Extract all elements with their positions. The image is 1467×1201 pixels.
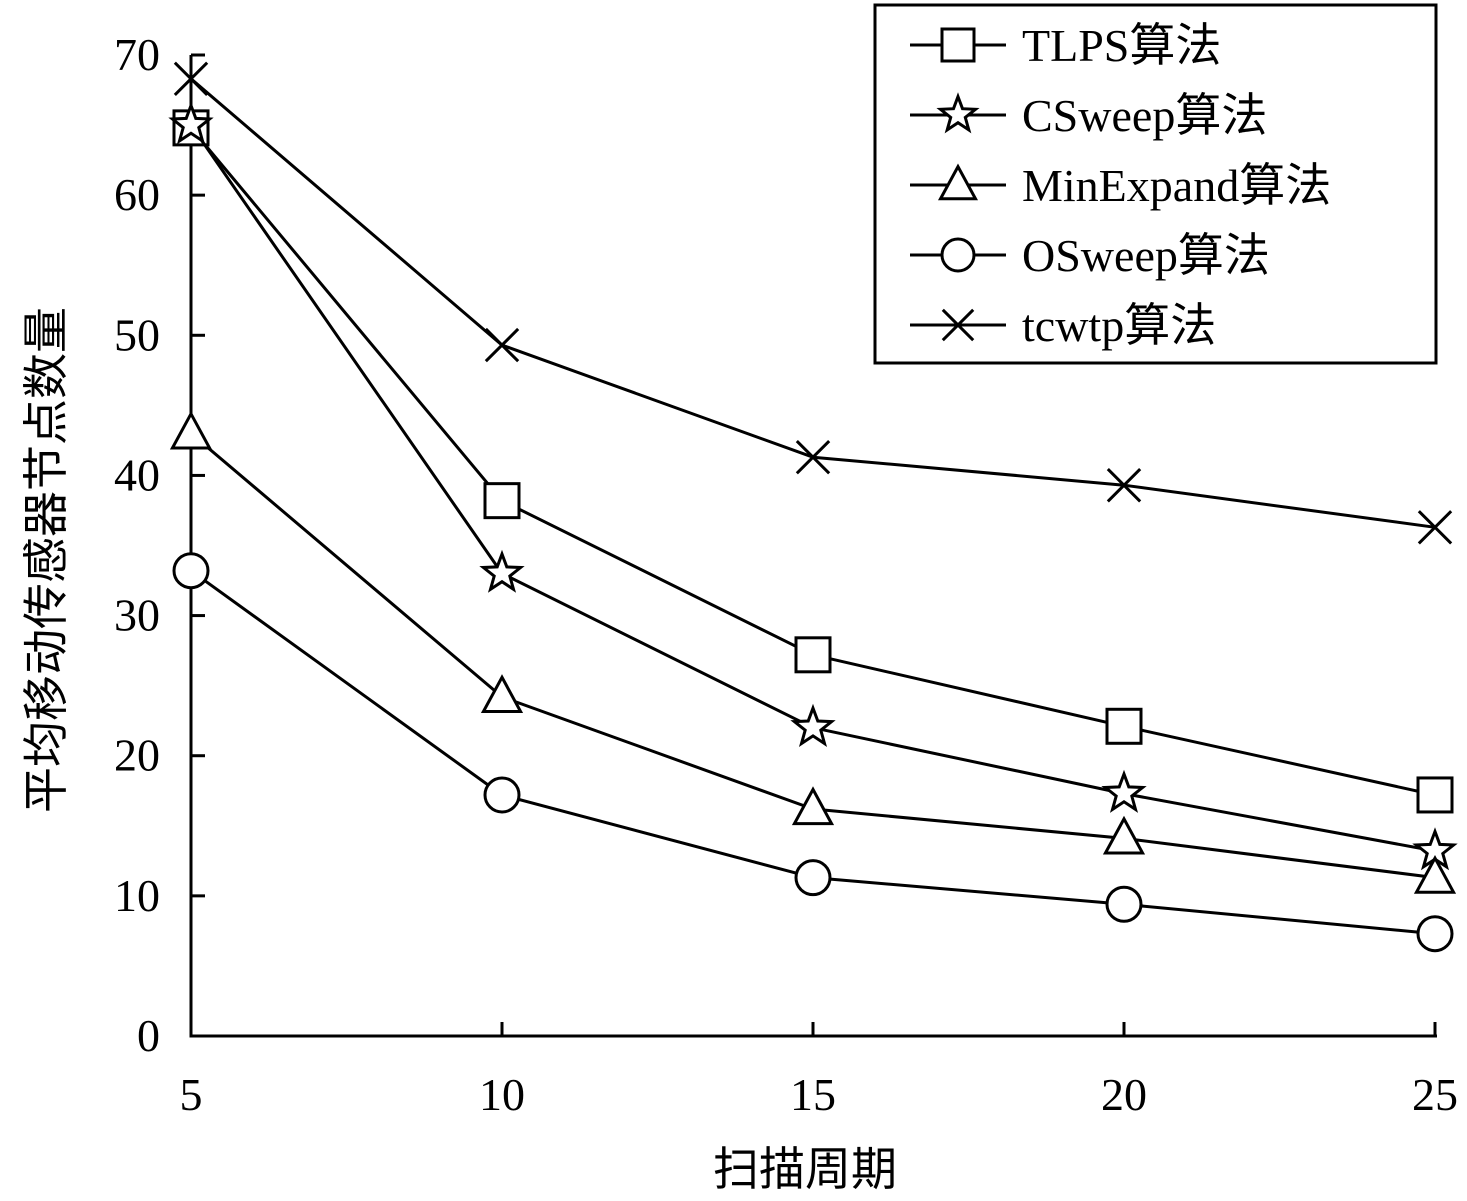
data-point-square (1416, 776, 1454, 814)
data-point-triangle (791, 786, 835, 826)
x-tick-label: 5 (180, 1069, 203, 1120)
legend-label: OSweep算法 (1022, 230, 1270, 281)
data-point-square (1105, 707, 1143, 745)
data-point-star (479, 549, 525, 593)
series-4 (173, 61, 1453, 545)
legend-marker-triangle (937, 163, 979, 201)
y-tick-label: 50 (114, 309, 160, 360)
legend-item: OSweep算法 (910, 230, 1270, 281)
y-tick-label: 30 (114, 590, 160, 641)
legend-label: tcwtp算法 (1022, 300, 1216, 351)
data-point-star (790, 703, 836, 747)
x-tick-label: 25 (1412, 1069, 1458, 1120)
legend-item: TLPS算法 (910, 20, 1221, 71)
ticks: 0 10 20 30 40 50 60 70 5 10 15 20 25 (114, 29, 1458, 1120)
series (168, 61, 1458, 953)
y-tick-label: 40 (114, 449, 160, 500)
y-tick-label: 70 (114, 29, 160, 80)
data-point-cross (1417, 510, 1453, 545)
legend-marker-cross (941, 308, 975, 342)
series-3 (172, 552, 1454, 953)
data-point-square (794, 636, 832, 674)
data-point-triangle (1413, 854, 1457, 894)
data-point-cross (484, 327, 520, 363)
y-axis-title: 平均移动传感器节点数量 (19, 307, 73, 813)
legend-label: TLPS算法 (1022, 20, 1221, 71)
data-point-triangle (169, 410, 213, 450)
series-0 (172, 109, 1454, 814)
legend-label: CSweep算法 (1022, 90, 1267, 141)
data-point-star (168, 101, 214, 145)
legend-items: TLPS算法 CSweep算法 MinExpand算法 OSweep算法 tcwtp算法 (910, 20, 1331, 351)
data-point-triangle (480, 674, 524, 714)
data-point-circle (1416, 915, 1454, 953)
y-tick-label: 60 (114, 169, 160, 220)
y-tick-label: 0 (137, 1010, 160, 1061)
x-tick-label: 20 (1101, 1069, 1147, 1120)
data-point-cross (1106, 468, 1142, 503)
data-point-circle (172, 552, 210, 590)
data-point-star (1101, 769, 1147, 813)
data-point-circle (1105, 885, 1143, 923)
data-point-triangle (1102, 815, 1146, 855)
x-tick-label: 15 (790, 1069, 836, 1120)
legend-marker-circle (940, 237, 976, 273)
y-tick-label: 10 (114, 870, 160, 921)
data-point-circle (794, 859, 832, 897)
legend-item: MinExpand算法 (910, 160, 1331, 211)
y-tick-label: 20 (114, 730, 160, 781)
legend-label: MinExpand算法 (1022, 160, 1331, 211)
legend: TLPS算法 CSweep算法 MinExpand算法 OSweep算法 tcwtp算法 (873, 3, 1438, 365)
legend-item: tcwtp算法 (910, 300, 1216, 351)
data-point-square (483, 482, 521, 520)
x-tick-label: 10 (479, 1069, 525, 1120)
series-1 (168, 101, 1458, 871)
data-point-circle (483, 776, 521, 814)
legend-item: CSweep算法 (910, 90, 1267, 141)
legend-marker-star (936, 92, 980, 134)
series-2 (169, 410, 1457, 894)
x-axis-title: 扫描周期 (713, 1142, 897, 1196)
legend-marker-square (940, 27, 976, 63)
data-point-cross (795, 439, 831, 475)
data-point-cross (173, 61, 209, 97)
